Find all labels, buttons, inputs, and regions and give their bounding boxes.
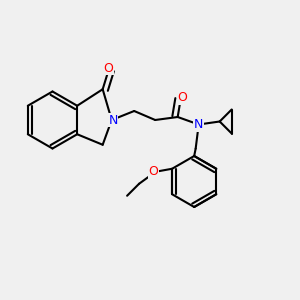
Text: O: O bbox=[104, 62, 114, 75]
Text: O: O bbox=[177, 91, 187, 104]
Text: N: N bbox=[194, 118, 203, 131]
Text: N: N bbox=[109, 113, 118, 127]
Text: O: O bbox=[148, 165, 158, 178]
